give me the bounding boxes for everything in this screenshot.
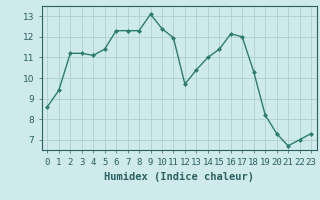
X-axis label: Humidex (Indice chaleur): Humidex (Indice chaleur)	[104, 172, 254, 182]
